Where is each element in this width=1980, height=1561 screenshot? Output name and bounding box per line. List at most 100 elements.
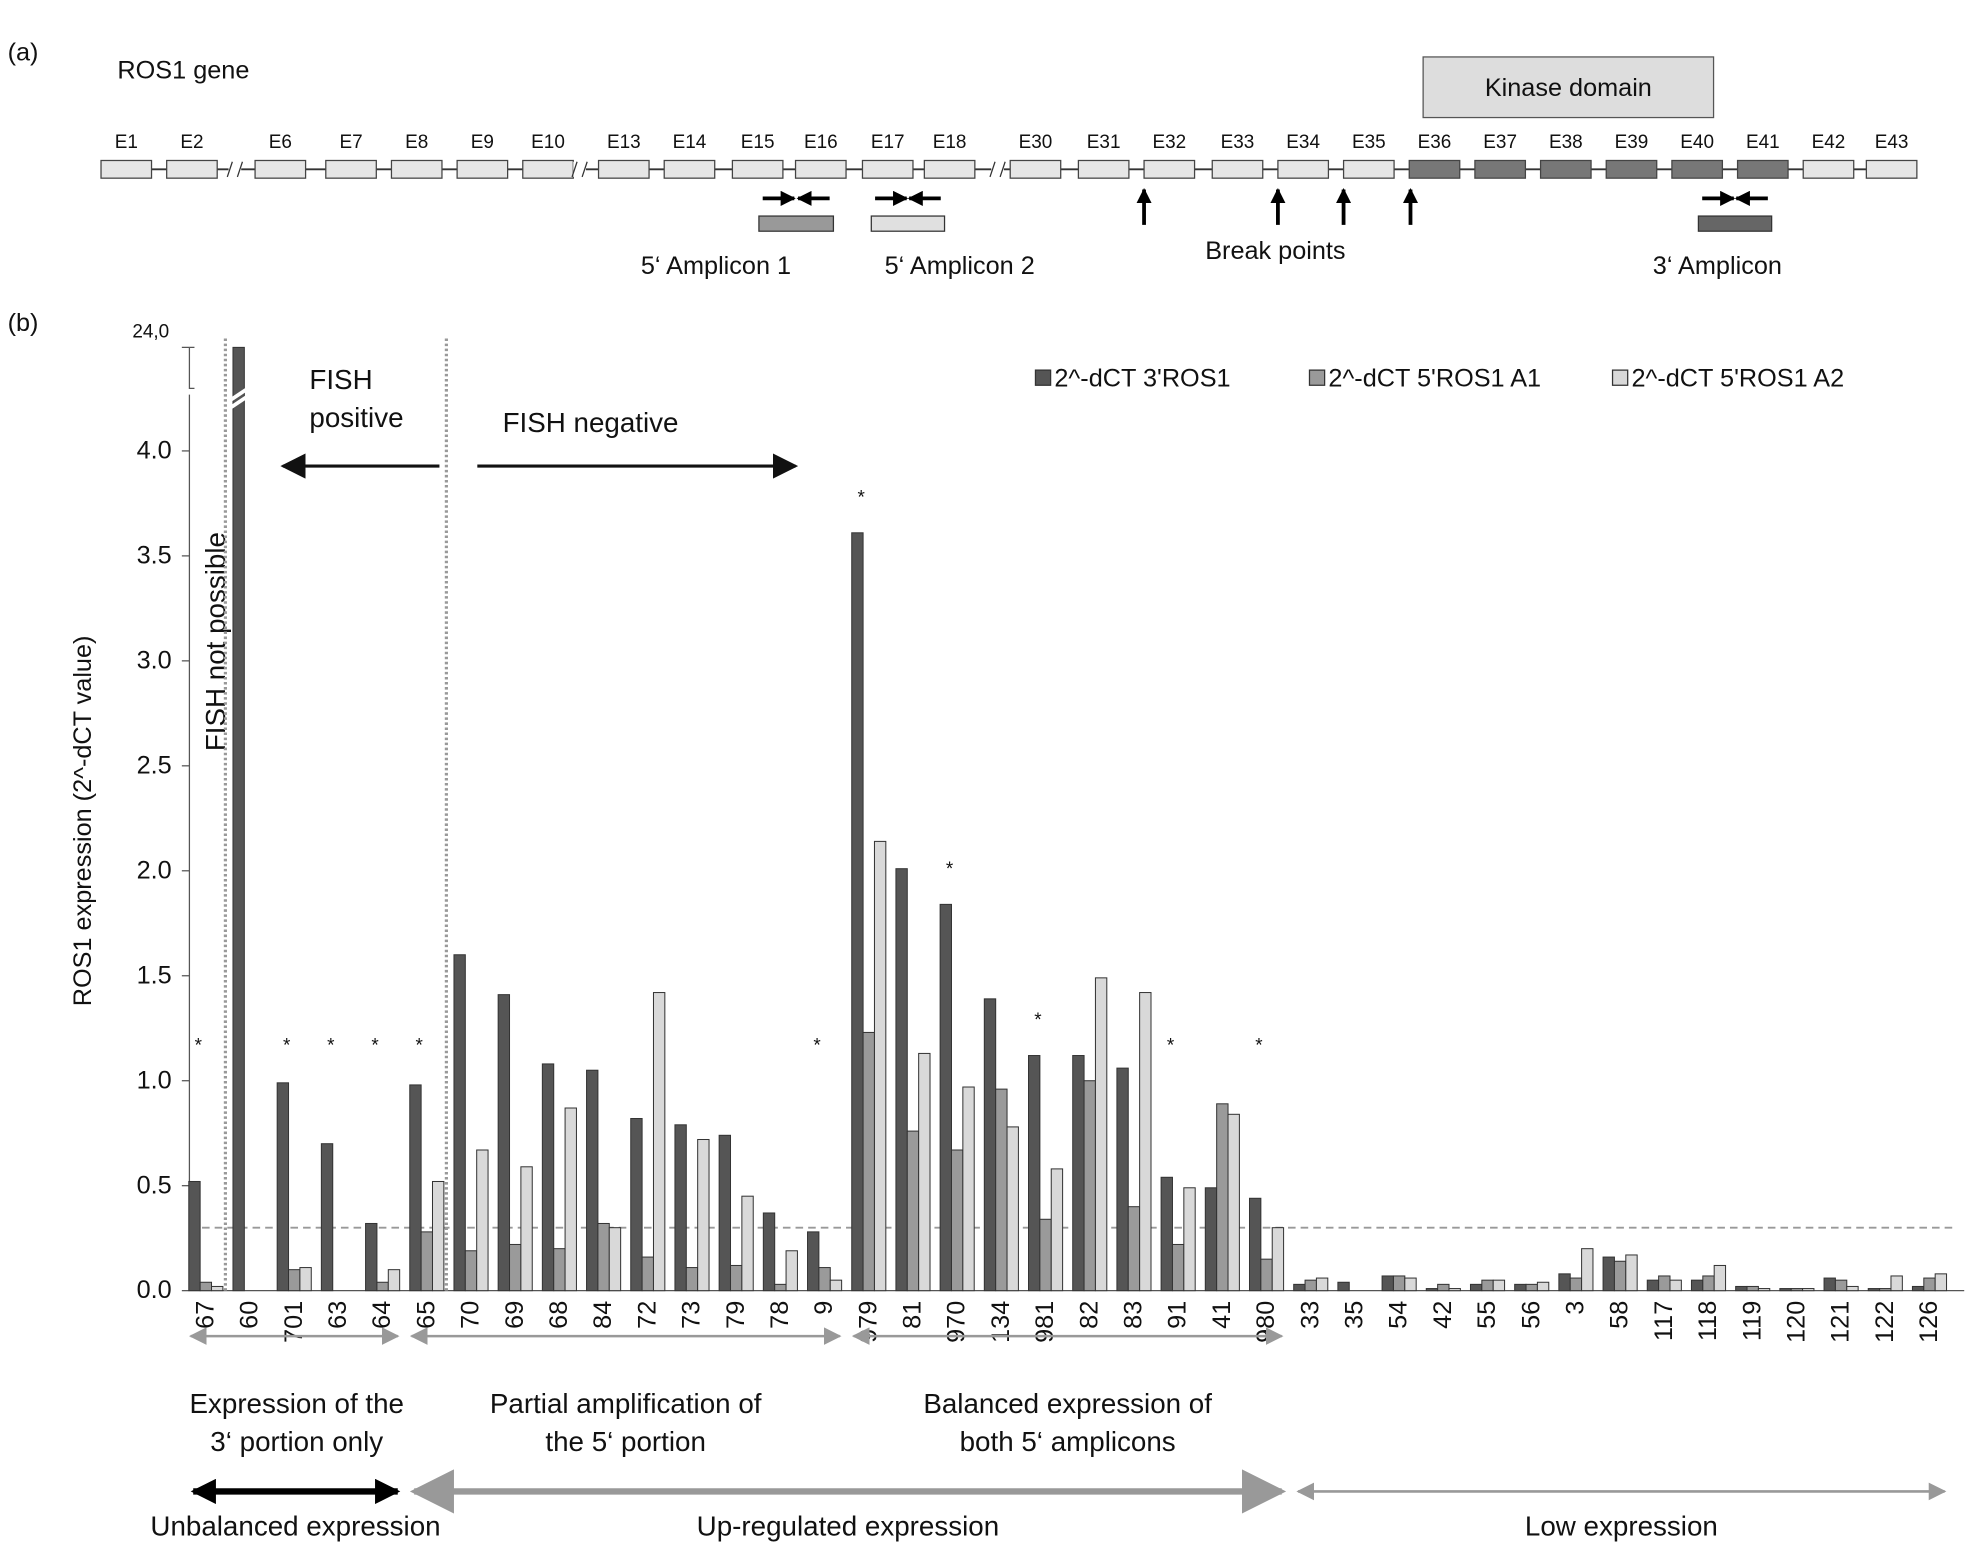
bar bbox=[608, 1227, 622, 1292]
bar bbox=[1558, 1273, 1571, 1292]
panel-label: (a) bbox=[8, 39, 39, 67]
panel-label: (b) bbox=[8, 309, 39, 337]
star: * bbox=[1167, 1035, 1175, 1056]
group-label: Expression of the bbox=[189, 1388, 404, 1419]
exon bbox=[522, 159, 574, 179]
bar bbox=[1392, 1275, 1406, 1292]
bar bbox=[299, 1267, 312, 1292]
plot: 0.00.51.01.52.02.53.03.54.024,067 60 701 63… bbox=[132, 321, 1965, 1542]
x-tick-label: 81 bbox=[899, 1301, 927, 1329]
bar bbox=[1923, 1277, 1936, 1292]
class-label: Up-regulated expression bbox=[697, 1511, 1000, 1542]
bar bbox=[1690, 1279, 1704, 1292]
star: * bbox=[1255, 1035, 1263, 1056]
bar bbox=[1746, 1285, 1759, 1292]
bar bbox=[586, 1069, 599, 1292]
bar bbox=[1039, 1218, 1052, 1292]
exon bbox=[923, 159, 976, 179]
exon bbox=[861, 159, 914, 179]
bar bbox=[829, 1279, 843, 1292]
bar bbox=[453, 954, 466, 1292]
bar bbox=[962, 1086, 975, 1292]
fish-positive: FISH bbox=[309, 364, 372, 395]
exon bbox=[1009, 159, 1062, 179]
x-tick-label: 122 bbox=[1871, 1301, 1899, 1343]
bar bbox=[1658, 1275, 1671, 1292]
x-tick-label: 120 bbox=[1782, 1301, 1810, 1343]
bar bbox=[1757, 1288, 1771, 1292]
exon-label: E39 bbox=[1615, 132, 1649, 153]
x-tick-label: 55 bbox=[1473, 1301, 1501, 1329]
x-tick-label: 67 bbox=[191, 1301, 219, 1329]
bar bbox=[674, 1124, 687, 1292]
bar bbox=[906, 1130, 920, 1292]
bar bbox=[1094, 977, 1108, 1292]
bar bbox=[939, 903, 952, 1292]
group-label: 3‘ portion only bbox=[210, 1426, 383, 1457]
bar bbox=[464, 1250, 478, 1292]
x-tick-label: 58 bbox=[1606, 1301, 1634, 1329]
bar bbox=[276, 1082, 290, 1292]
bar bbox=[1260, 1258, 1273, 1292]
exon bbox=[1143, 159, 1196, 179]
legend-swatch bbox=[1034, 369, 1052, 386]
gene: E1 E2 E6 E7 E8 E9 E10 E13 E14 E15 E16 E17 E18 E30 E31 E… bbox=[100, 132, 1918, 232]
bar bbox=[873, 840, 887, 1292]
exon-label: E6 bbox=[269, 132, 292, 153]
x-tick-label: 64 bbox=[368, 1301, 396, 1329]
exon-label: E37 bbox=[1483, 132, 1517, 153]
star: * bbox=[813, 1035, 821, 1056]
bar bbox=[785, 1250, 798, 1292]
bar bbox=[1381, 1275, 1394, 1292]
exon bbox=[597, 159, 650, 179]
amplicon-label: 5‘ Amplicon 1 bbox=[641, 252, 791, 280]
y-axis-break bbox=[188, 346, 195, 389]
exon-label: E42 bbox=[1812, 132, 1846, 153]
legend-label: 2^-dCT 5'ROS1 A1 bbox=[1328, 365, 1541, 393]
star: * bbox=[858, 487, 866, 508]
bar bbox=[211, 1285, 224, 1292]
bar bbox=[1834, 1279, 1848, 1292]
exon-label: E15 bbox=[741, 132, 775, 153]
bar bbox=[807, 1231, 820, 1292]
bar bbox=[1315, 1277, 1329, 1292]
bar bbox=[1293, 1283, 1306, 1292]
exon bbox=[1802, 159, 1855, 179]
bar bbox=[1171, 1243, 1185, 1292]
bar bbox=[188, 1180, 201, 1292]
bar bbox=[1625, 1254, 1638, 1292]
exon-label: E2 bbox=[180, 132, 203, 153]
bar bbox=[1139, 992, 1152, 1292]
break-points-label: Break points bbox=[1205, 237, 1345, 265]
amplicon bbox=[1697, 215, 1773, 232]
exon bbox=[1605, 159, 1658, 179]
y-tick-label: 1.0 bbox=[137, 1066, 172, 1094]
bar bbox=[1248, 1197, 1262, 1292]
x-tick-label: 3 bbox=[1561, 1301, 1589, 1315]
bar bbox=[995, 1088, 1008, 1292]
exon-label: E32 bbox=[1152, 132, 1186, 153]
x-tick-label: 41 bbox=[1208, 1301, 1236, 1329]
y-tick-label: 0.0 bbox=[137, 1276, 172, 1304]
legend-label: 2^-dCT 5'ROS1 A2 bbox=[1631, 365, 1844, 393]
bar bbox=[597, 1222, 610, 1292]
x-tick-label: 121 bbox=[1827, 1301, 1855, 1343]
exon-label: E7 bbox=[339, 132, 362, 153]
bar bbox=[476, 1149, 489, 1292]
x-tick-label: 126 bbox=[1915, 1301, 1943, 1343]
bar bbox=[1183, 1187, 1196, 1292]
bar bbox=[520, 1166, 533, 1292]
bar bbox=[1425, 1288, 1439, 1292]
bar bbox=[420, 1231, 433, 1292]
bar bbox=[1481, 1279, 1494, 1292]
y-tick-label: 0.5 bbox=[137, 1171, 172, 1199]
y-tick-label: 4.0 bbox=[137, 436, 172, 464]
group-label: the 5‘ portion bbox=[545, 1426, 706, 1457]
bar bbox=[553, 1248, 566, 1292]
fish-negative: FISH negative bbox=[503, 407, 679, 438]
exon-label: E1 bbox=[115, 132, 138, 153]
gene-title: ROS1 gene bbox=[117, 56, 249, 84]
exon bbox=[1408, 159, 1461, 179]
